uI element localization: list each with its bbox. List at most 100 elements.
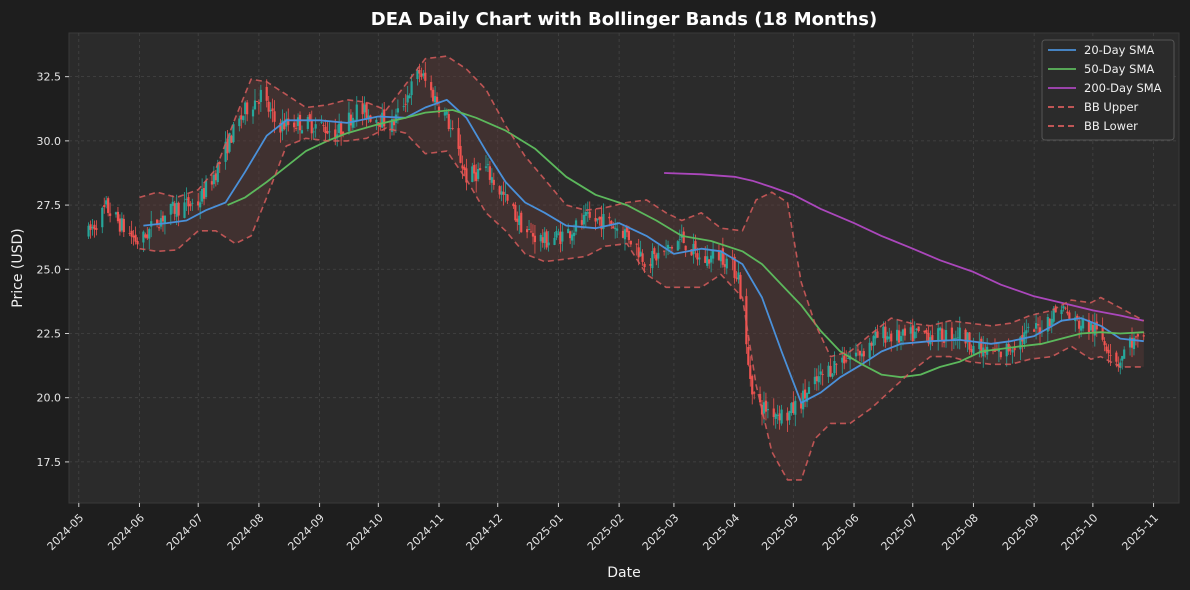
- candle-body: [1046, 317, 1049, 332]
- candle-body: [966, 332, 969, 343]
- candle-body: [956, 337, 959, 339]
- candle-body: [958, 327, 961, 340]
- candle-body: [103, 205, 106, 208]
- candle-body: [762, 402, 766, 414]
- candle-body: [267, 101, 270, 112]
- candle-body: [492, 179, 495, 185]
- candle-body: [876, 331, 879, 338]
- candle-body: [706, 256, 709, 266]
- candle-body: [931, 335, 934, 341]
- candle-body: [717, 251, 721, 260]
- candle-body: [939, 327, 942, 331]
- candle-body: [336, 134, 339, 138]
- candle-body: [843, 355, 846, 364]
- candle-body: [582, 214, 585, 225]
- candle-body: [723, 264, 726, 267]
- candle-body: [334, 129, 337, 140]
- candle-body: [766, 409, 769, 411]
- candle-body: [682, 231, 685, 244]
- candle-body: [320, 122, 323, 123]
- candle-body: [572, 232, 576, 237]
- candle-body: [698, 257, 701, 260]
- candle-body: [858, 350, 861, 356]
- candle-body: [1062, 306, 1065, 309]
- candle-body: [807, 387, 811, 394]
- candle-body: [314, 124, 317, 129]
- candle-body: [1136, 334, 1139, 337]
- candle-body: [802, 390, 805, 410]
- candle-body: [87, 225, 90, 237]
- candle-body: [383, 109, 386, 127]
- candle-body: [212, 174, 215, 185]
- candle-body: [1009, 349, 1012, 351]
- candle-body: [805, 392, 809, 402]
- candle-body: [388, 129, 392, 131]
- candle-body: [488, 166, 491, 180]
- candle-body: [473, 164, 476, 174]
- candle-body: [418, 70, 421, 74]
- candle-body: [498, 186, 501, 195]
- candle-body: [161, 215, 165, 222]
- candle-body: [753, 392, 756, 394]
- candle-body: [684, 245, 687, 251]
- candle-body: [927, 332, 930, 344]
- candle-body: [666, 244, 670, 249]
- candle-body: [361, 103, 364, 115]
- candle-body: [602, 214, 605, 229]
- candle-body: [696, 253, 699, 260]
- candle-body: [365, 102, 368, 120]
- candle-body: [854, 352, 858, 357]
- candle-body: [130, 230, 133, 237]
- candle-body: [338, 123, 341, 134]
- candle-body: [670, 247, 674, 249]
- y-tick-label: 32.5: [37, 71, 62, 84]
- candle-body: [246, 102, 249, 115]
- candle-body: [1089, 322, 1093, 331]
- candle-body: [623, 229, 627, 240]
- candle-body: [396, 108, 399, 113]
- bollinger-band-fill: [139, 56, 1144, 480]
- candle-body: [829, 365, 832, 377]
- candle-body: [1123, 349, 1126, 359]
- candle-body: [841, 357, 844, 363]
- candle-body: [567, 228, 570, 234]
- candle-body: [739, 274, 742, 299]
- candle-body: [1134, 336, 1138, 338]
- candle-body: [637, 247, 640, 258]
- candle-body: [629, 240, 632, 245]
- candle-body: [923, 330, 926, 333]
- candle-body: [950, 327, 954, 341]
- candle-body: [328, 131, 331, 133]
- candle-body: [1066, 311, 1069, 314]
- candle-body: [420, 73, 423, 78]
- candle-body: [283, 122, 286, 130]
- candle-body: [952, 338, 955, 340]
- candle-body: [588, 211, 591, 218]
- candle-body: [794, 400, 797, 415]
- candle-body: [322, 125, 325, 126]
- candle-body: [479, 168, 482, 171]
- candle-body: [525, 229, 529, 233]
- candle-body: [1038, 327, 1042, 334]
- candle-body: [635, 243, 638, 245]
- legend-box: [1041, 39, 1175, 141]
- candle-body: [433, 96, 437, 103]
- candle-body: [547, 242, 550, 246]
- series-line-bb-upper: [139, 55, 1145, 358]
- candle-body: [355, 104, 358, 121]
- candle-body: [584, 211, 587, 216]
- candle-body: [1107, 349, 1110, 354]
- candle-body: [872, 336, 875, 346]
- candle-body: [1080, 325, 1083, 331]
- candle-body: [1087, 319, 1091, 333]
- candle-body: [95, 228, 98, 230]
- candle-body: [1115, 352, 1118, 362]
- candle-body: [514, 205, 517, 221]
- candle-body: [171, 201, 174, 206]
- candle-body: [240, 115, 243, 120]
- candle-body: [847, 357, 850, 359]
- candle-body: [148, 229, 151, 239]
- candle-body: [422, 73, 425, 76]
